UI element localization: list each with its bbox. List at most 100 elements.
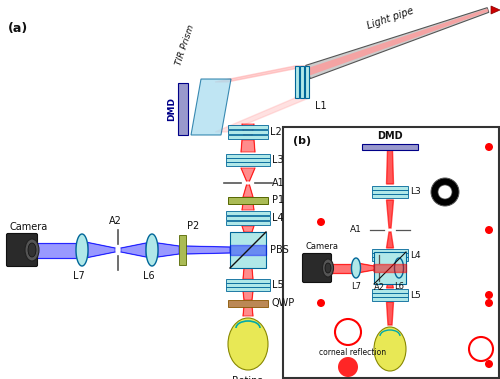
Polygon shape xyxy=(215,98,309,132)
Text: A2: A2 xyxy=(108,216,122,226)
Polygon shape xyxy=(241,168,255,181)
Polygon shape xyxy=(295,68,309,98)
Text: Retina: Retina xyxy=(232,376,264,379)
Text: L7: L7 xyxy=(73,271,85,281)
Polygon shape xyxy=(386,200,394,228)
Bar xyxy=(178,83,188,135)
Bar xyxy=(226,154,270,158)
Bar xyxy=(228,196,268,204)
FancyBboxPatch shape xyxy=(302,254,332,282)
Text: (b): (b) xyxy=(293,136,311,146)
Polygon shape xyxy=(158,243,179,257)
Circle shape xyxy=(485,360,493,368)
Text: DMD: DMD xyxy=(377,131,403,141)
Polygon shape xyxy=(332,263,352,273)
Bar xyxy=(178,235,186,265)
Bar xyxy=(230,232,266,268)
Bar xyxy=(283,127,499,378)
Bar xyxy=(226,221,270,225)
Bar xyxy=(228,135,268,139)
Polygon shape xyxy=(352,258,360,278)
Circle shape xyxy=(317,299,325,307)
Polygon shape xyxy=(386,302,394,325)
Bar xyxy=(372,190,408,194)
Polygon shape xyxy=(230,245,266,255)
Bar xyxy=(226,287,270,291)
Text: Light pipe: Light pipe xyxy=(366,6,414,31)
Text: L5: L5 xyxy=(272,280,284,290)
Bar xyxy=(226,158,270,162)
Polygon shape xyxy=(386,284,394,288)
Text: corneal reflection: corneal reflection xyxy=(320,348,386,357)
Polygon shape xyxy=(295,66,309,76)
Bar xyxy=(226,283,270,287)
Text: QWP: QWP xyxy=(272,298,295,308)
Bar xyxy=(372,253,408,257)
Bar xyxy=(228,130,268,134)
Bar xyxy=(226,216,270,220)
Bar xyxy=(372,194,408,198)
Text: PBS: PBS xyxy=(270,245,289,255)
Bar xyxy=(226,211,270,215)
Bar xyxy=(226,279,270,283)
Polygon shape xyxy=(386,252,394,262)
Text: L3: L3 xyxy=(410,188,421,196)
Polygon shape xyxy=(146,234,158,266)
Bar xyxy=(372,293,408,297)
Ellipse shape xyxy=(325,263,331,273)
Text: L4: L4 xyxy=(410,251,420,260)
Bar xyxy=(362,144,418,150)
Text: L1: L1 xyxy=(315,101,326,111)
Circle shape xyxy=(485,299,493,307)
Polygon shape xyxy=(243,268,253,279)
Bar xyxy=(372,257,408,261)
Bar xyxy=(372,186,408,190)
Polygon shape xyxy=(381,263,395,273)
Text: L6: L6 xyxy=(394,282,404,291)
Bar xyxy=(372,249,408,253)
Ellipse shape xyxy=(25,239,39,261)
Text: L7: L7 xyxy=(351,282,361,291)
Polygon shape xyxy=(215,66,309,82)
Circle shape xyxy=(317,218,325,226)
Circle shape xyxy=(485,226,493,234)
Bar xyxy=(300,66,304,98)
Polygon shape xyxy=(121,243,146,257)
Text: P2: P2 xyxy=(187,221,199,231)
Bar xyxy=(228,299,268,307)
Polygon shape xyxy=(36,243,76,257)
Polygon shape xyxy=(191,79,231,135)
Text: (a): (a) xyxy=(8,22,28,35)
Ellipse shape xyxy=(374,327,406,371)
Polygon shape xyxy=(243,185,253,197)
Text: A1: A1 xyxy=(350,226,362,235)
Polygon shape xyxy=(374,263,403,273)
Polygon shape xyxy=(88,243,115,257)
Polygon shape xyxy=(76,234,88,266)
Bar xyxy=(372,297,408,301)
Polygon shape xyxy=(243,306,253,316)
Text: A2: A2 xyxy=(374,283,384,292)
Polygon shape xyxy=(243,291,253,300)
Text: L6: L6 xyxy=(143,271,155,281)
Bar xyxy=(305,66,309,98)
Text: Camera: Camera xyxy=(306,242,339,251)
Bar xyxy=(372,289,408,293)
Text: Camera: Camera xyxy=(10,222,48,232)
Polygon shape xyxy=(242,124,254,135)
Text: L2: L2 xyxy=(270,127,282,137)
Text: A1: A1 xyxy=(272,178,285,188)
Text: L3: L3 xyxy=(272,155,283,165)
Polygon shape xyxy=(491,6,500,14)
Circle shape xyxy=(485,143,493,151)
Bar xyxy=(374,252,406,284)
Ellipse shape xyxy=(322,259,334,277)
Polygon shape xyxy=(242,226,254,232)
Polygon shape xyxy=(185,246,230,254)
Polygon shape xyxy=(394,258,404,278)
Text: TIR Prism: TIR Prism xyxy=(174,24,196,67)
Polygon shape xyxy=(386,150,394,184)
Polygon shape xyxy=(306,9,488,76)
Ellipse shape xyxy=(228,318,268,370)
Bar xyxy=(295,66,299,98)
